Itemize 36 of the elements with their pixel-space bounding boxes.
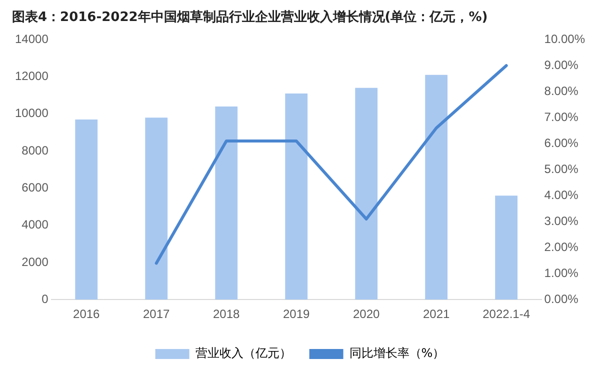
x-tick-label: 2019 — [282, 307, 310, 322]
y2-tick-label: 6.00% — [544, 136, 579, 150]
bar — [145, 118, 168, 300]
x-tick-label: 2018 — [212, 307, 240, 322]
y2-tick-label: 10.00% — [544, 32, 586, 46]
x-tick-label: 2021 — [422, 307, 450, 322]
y2-tick-label: 2.00% — [544, 240, 579, 254]
bar — [75, 119, 98, 300]
bar — [355, 88, 378, 300]
y2-tick-label: 4.00% — [544, 188, 579, 202]
legend-label: 营业收入（亿元） — [195, 346, 292, 360]
y-tick-label: 4000 — [22, 218, 49, 232]
y-tick-label: 0 — [42, 292, 49, 306]
y2-tick-label: 0.00% — [544, 292, 579, 306]
x-tick-label: 2020 — [352, 307, 380, 322]
x-tick-label: 2022.1-4 — [482, 307, 530, 322]
y2-tick-label: 3.00% — [544, 214, 579, 228]
bar — [285, 93, 308, 300]
y2-tick-label: 5.00% — [544, 162, 579, 176]
y-tick-label: 14000 — [14, 32, 49, 46]
y2-tick-label: 8.00% — [544, 84, 579, 98]
y2-tick-label: 7.00% — [544, 110, 579, 124]
x-tick-label: 2017 — [143, 307, 170, 322]
legend-label: 同比增长率（%） — [349, 346, 445, 360]
y-tick-label: 12000 — [14, 69, 49, 84]
y2-tick-label: 9.00% — [544, 58, 579, 72]
bar — [215, 106, 238, 300]
y-tick-label: 2000 — [22, 254, 49, 269]
y2-tick-label: 1.00% — [544, 266, 579, 280]
y-tick-label: 10000 — [14, 106, 49, 120]
chart-title: 图表4：2016-2022年中国烟草制品行业企业营业收入增长情况(单位：亿元，%) — [12, 9, 488, 26]
bar — [425, 74, 448, 300]
x-tick-label: 2016 — [73, 307, 100, 322]
y-tick-label: 8000 — [22, 143, 49, 158]
bar — [495, 196, 518, 300]
y-tick-label: 6000 — [22, 180, 49, 194]
